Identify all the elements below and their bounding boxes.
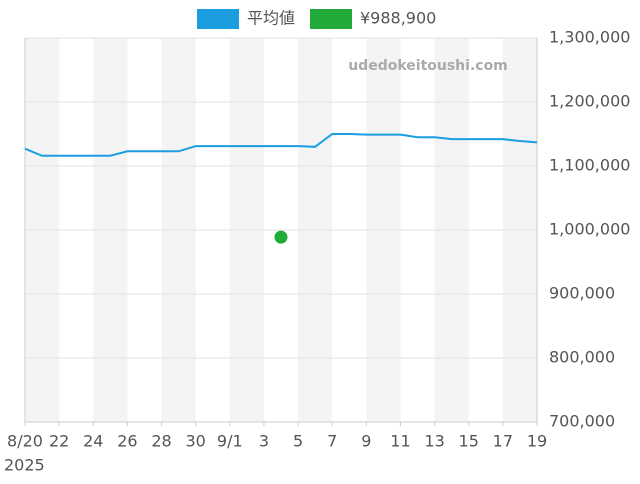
legend-label: 平均値 — [247, 9, 295, 28]
x-tick-label: 5 — [293, 432, 303, 451]
x-tick-label: 13 — [424, 432, 444, 451]
x-tick-label: 30 — [185, 432, 205, 451]
y-tick-label: 1,300,000 — [549, 28, 630, 47]
line — [24, 133, 538, 157]
y-tick-label: 1,100,000 — [549, 156, 630, 175]
y-tick-label: 800,000 — [549, 348, 615, 367]
legend-swatch — [310, 9, 352, 29]
x-tick-label: 3 — [259, 432, 269, 451]
x-tick-label: 11 — [390, 432, 410, 451]
x-tick-label: 8/20 — [7, 432, 43, 451]
x-tick-label: 26 — [117, 432, 137, 451]
x-year-label: 2025 — [4, 456, 45, 475]
y-tick-label: 1,200,000 — [549, 92, 630, 111]
point — [274, 230, 288, 244]
x-tick-label: 17 — [493, 432, 513, 451]
legend-swatch — [197, 9, 239, 29]
x-tick-label: 24 — [83, 432, 103, 451]
y-tick-label: 1,000,000 — [549, 220, 630, 239]
watermark: udedokeitoushi.com — [348, 58, 508, 74]
x-tick-label: 7 — [327, 432, 337, 451]
y-tick-label: 700,000 — [549, 412, 615, 431]
x-tick-label: 19 — [527, 432, 547, 451]
legend-label: ¥988,900 — [360, 9, 436, 28]
x-tick-label: 9/1 — [217, 432, 243, 451]
x-tick-label: 9 — [361, 432, 371, 451]
x-tick-label: 28 — [151, 432, 171, 451]
x-tick-label: 22 — [49, 432, 69, 451]
y-tick-label: 900,000 — [549, 284, 615, 303]
x-tick-label: 15 — [459, 432, 479, 451]
